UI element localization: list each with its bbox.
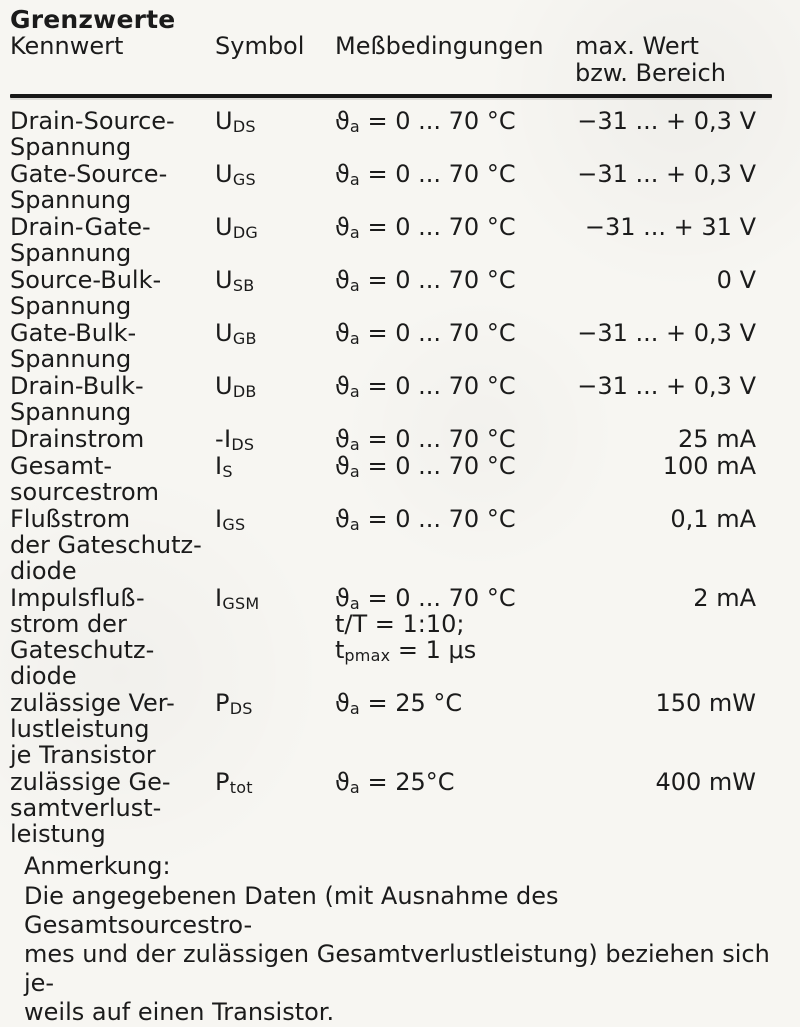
table-row: Drain-Bulk- Spannung UDB ϑa = 0 ... 70 °C… <box>10 373 772 425</box>
cell-conditions: ϑa = 0 ... 70 °C <box>335 372 516 401</box>
cell-kennwert: zulässige Ver-lustleistung je Transistor <box>10 689 175 769</box>
table-row: Drainstrom -IDS ϑa = 0 ... 70 °C 25 mA <box>10 425 772 454</box>
cell-symbol: -IDS <box>215 425 255 454</box>
cell-kennwert: Drainstrom <box>10 425 145 453</box>
cell-kennwert: Gate-Bulk- Spannung <box>10 319 137 373</box>
column-header-max-line2: bzw. Bereich <box>575 59 726 87</box>
cell-max-value: 25 mA <box>678 425 756 453</box>
note-text: Die angegebenen Daten (mit Ausnahme des … <box>24 882 770 1026</box>
cell-symbol: IS <box>215 452 233 481</box>
table-row: Drain-Source- Spannung UDS ϑa = 0 ... 70 … <box>10 108 772 160</box>
table-row: Flußstrom der Gateschutz-diode IGS ϑa = 0… <box>10 506 772 584</box>
cell-symbol: IGS <box>215 505 246 534</box>
cell-kennwert: Impulsfluß-strom der Gateschutz-diode <box>10 584 155 690</box>
table-row: Impulsfluß-strom der Gateschutz-diode IGS… <box>10 585 772 689</box>
column-header-kennwert: Kennwert <box>10 32 124 60</box>
table-row: zulässige Ver-lustleistung je Transistor … <box>10 690 772 768</box>
cell-kennwert: Drain-Source- Spannung <box>10 107 175 161</box>
table-row: zulässige Ge-samtverlust-leistung Ptot ϑ… <box>10 769 772 847</box>
column-header-max-wert: max. Wert bzw. Bereich <box>575 6 772 87</box>
cell-kennwert: Gesamt-sourcestrom <box>10 452 160 506</box>
cell-max-value: −31 ... + 0,3 V <box>577 319 756 347</box>
cell-kennwert: Source-Bulk- Spannung <box>10 266 162 320</box>
column-header-conditions: Meßbedingungen <box>335 32 544 60</box>
cell-symbol: PDS <box>215 689 253 718</box>
cell-max-value: 2 mA <box>693 584 756 612</box>
cell-max-value: 150 mW <box>655 689 756 717</box>
cell-max-value: 0 V <box>716 266 756 294</box>
note-section: Anmerkung: Die angegebenen Daten (mit Au… <box>10 851 772 1027</box>
cell-symbol: USB <box>215 266 255 295</box>
cell-kennwert: Drain-Gate- Spannung <box>10 213 151 267</box>
header-kennwert-block: Grenzwerte Kennwert <box>10 6 215 87</box>
cell-max-value: −31 ... + 31 V <box>584 213 756 241</box>
cell-conditions: ϑa = 0 ... 70 °C <box>335 266 516 295</box>
cell-symbol: UDS <box>215 107 256 136</box>
cell-kennwert: zulässige Ge-samtverlust-leistung <box>10 768 171 848</box>
note-label: Anmerkung: <box>24 852 171 880</box>
cell-max-value: −31 ... + 0,3 V <box>577 107 756 135</box>
cell-conditions: ϑa = 25°C <box>335 768 455 797</box>
table-row: Gesamt-sourcestrom IS ϑa = 0 ... 70 °C 1… <box>10 453 772 505</box>
cell-conditions: ϑa = 0 ... 70 °C <box>335 319 516 348</box>
cell-symbol: Ptot <box>215 768 253 797</box>
cell-symbol: UDB <box>215 372 257 401</box>
cell-conditions: ϑa = 0 ... 70 °C <box>335 505 516 534</box>
cell-kennwert: Drain-Bulk- Spannung <box>10 372 144 426</box>
column-header-symbol: Symbol <box>215 32 305 60</box>
cell-max-value: 100 mA <box>662 452 756 480</box>
cell-conditions: ϑa = 0 ... 70 °C t/T = 1:10; tpmax = 1 μs <box>335 584 516 665</box>
cell-conditions: ϑa = 25 °C <box>335 689 463 718</box>
cell-conditions: ϑa = 0 ... 70 °C <box>335 452 516 481</box>
cell-symbol: IGSM <box>215 584 260 613</box>
table-row: Gate-Bulk- Spannung UGB ϑa = 0 ... 70 °C … <box>10 320 772 372</box>
cell-max-value: 400 mW <box>655 768 756 796</box>
table-body: Drain-Source- Spannung UDS ϑa = 0 ... 70 … <box>10 108 772 847</box>
cell-symbol: UGS <box>215 160 256 189</box>
cell-symbol: UGB <box>215 319 257 348</box>
table-row: Drain-Gate- Spannung UDG ϑa = 0 ... 70 °C… <box>10 214 772 266</box>
cell-conditions: ϑa = 0 ... 70 °C <box>335 107 516 136</box>
table-header: Grenzwerte Kennwert Symbol Meßbedingunge… <box>10 6 772 87</box>
table-row: Gate-Source- Spannung UGS ϑa = 0 ... 70 °… <box>10 161 772 213</box>
cell-conditions: ϑa = 0 ... 70 °C <box>335 160 516 189</box>
column-header-max-line1: max. Wert <box>575 32 699 60</box>
cell-kennwert: Flußstrom der Gateschutz-diode <box>10 505 202 585</box>
cell-max-value: 0,1 mA <box>670 505 756 533</box>
cell-symbol: UDG <box>215 213 258 242</box>
cell-max-value: −31 ... + 0,3 V <box>577 372 756 400</box>
cell-max-value: −31 ... + 0,3 V <box>577 160 756 188</box>
page-title: Grenzwerte <box>10 5 176 34</box>
cell-conditions: ϑa = 0 ... 70 °C <box>335 213 516 242</box>
table-row: Source-Bulk- Spannung USB ϑa = 0 ... 70 °… <box>10 267 772 319</box>
cell-kennwert: Gate-Source- Spannung <box>10 160 168 214</box>
header-divider-rule <box>10 94 772 98</box>
cell-conditions: ϑa = 0 ... 70 °C <box>335 425 516 454</box>
